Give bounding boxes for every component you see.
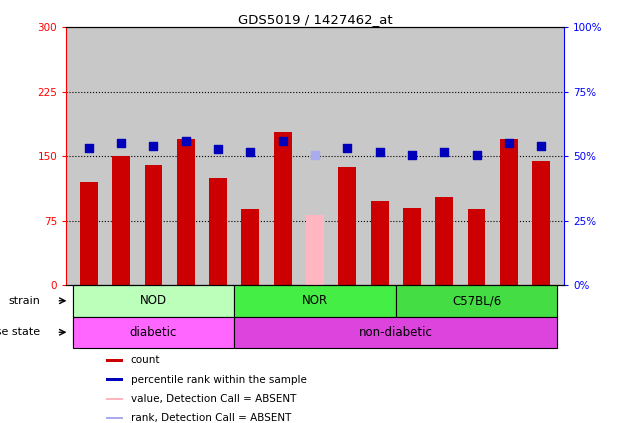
Bar xyxy=(234,316,558,348)
Point xyxy=(407,151,417,158)
Text: diabetic: diabetic xyxy=(130,326,177,339)
Bar xyxy=(241,209,260,285)
Bar xyxy=(106,359,123,362)
Text: NOD: NOD xyxy=(140,294,167,307)
Bar xyxy=(403,208,421,285)
Bar xyxy=(370,201,389,285)
Point xyxy=(471,151,481,158)
Point xyxy=(342,144,352,151)
Bar xyxy=(106,378,123,381)
Point xyxy=(310,151,320,158)
Text: rank, Detection Call = ABSENT: rank, Detection Call = ABSENT xyxy=(131,413,291,423)
Text: NOR: NOR xyxy=(302,294,328,307)
Bar xyxy=(467,209,486,285)
Point xyxy=(536,143,546,149)
Text: strain: strain xyxy=(8,296,40,306)
Point xyxy=(116,140,126,147)
Bar xyxy=(80,182,98,285)
Bar xyxy=(435,197,453,285)
Point xyxy=(213,146,223,153)
Text: disease state: disease state xyxy=(0,327,40,337)
Bar xyxy=(106,417,123,419)
Point xyxy=(245,148,255,155)
Point xyxy=(504,140,514,147)
Bar xyxy=(234,285,396,316)
Text: non-diabetic: non-diabetic xyxy=(359,326,433,339)
Bar xyxy=(274,132,292,285)
Text: C57BL/6: C57BL/6 xyxy=(452,294,501,307)
Bar xyxy=(532,161,550,285)
Point xyxy=(181,137,191,144)
Title: GDS5019 / 1427462_at: GDS5019 / 1427462_at xyxy=(238,14,392,26)
Point xyxy=(278,137,288,144)
Bar xyxy=(72,285,234,316)
Bar xyxy=(306,214,324,285)
Bar xyxy=(209,178,227,285)
Text: value, Detection Call = ABSENT: value, Detection Call = ABSENT xyxy=(131,394,296,404)
Point xyxy=(84,144,94,151)
Point xyxy=(149,143,159,149)
Text: count: count xyxy=(131,355,161,365)
Text: percentile rank within the sample: percentile rank within the sample xyxy=(131,375,307,385)
Bar xyxy=(144,165,163,285)
Bar xyxy=(106,398,123,400)
Bar xyxy=(396,285,558,316)
Point xyxy=(439,148,449,155)
Bar xyxy=(72,316,234,348)
Bar xyxy=(338,167,356,285)
Bar xyxy=(177,139,195,285)
Bar xyxy=(500,139,518,285)
Point xyxy=(375,148,385,155)
Bar xyxy=(112,156,130,285)
